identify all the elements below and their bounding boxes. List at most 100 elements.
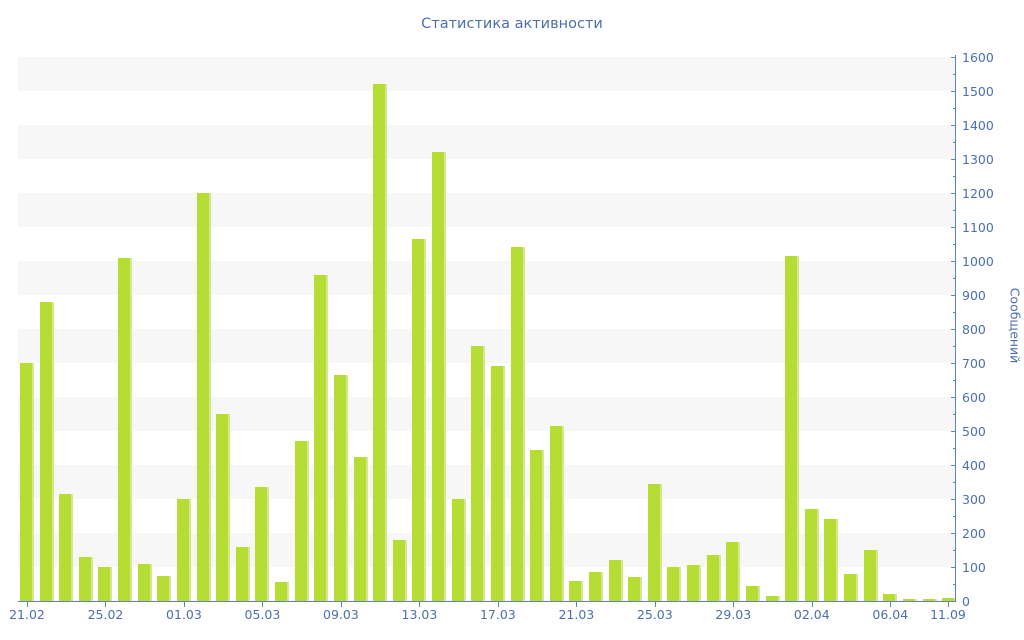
bar	[922, 599, 937, 601]
y-major-tick	[951, 261, 955, 262]
bar	[765, 595, 780, 601]
x-tick-label: 25.03	[636, 607, 673, 622]
bar	[844, 573, 859, 601]
x-tick-label: 06.04	[872, 607, 909, 622]
bar	[412, 238, 427, 601]
y-minor-tick	[953, 482, 955, 483]
bar	[490, 366, 505, 601]
y-major-tick	[951, 567, 955, 568]
bar	[883, 594, 898, 601]
x-tick	[890, 602, 892, 607]
y-minor-tick	[953, 278, 955, 279]
x-tick-label: 21.03	[558, 607, 595, 622]
bar	[530, 449, 545, 601]
bar	[59, 493, 74, 601]
bar	[118, 257, 133, 601]
y-axis-line	[955, 55, 956, 602]
y-major-tick	[951, 193, 955, 194]
y-major-tick	[951, 363, 955, 364]
bar	[176, 499, 191, 601]
y-tick-label: 1400	[962, 117, 994, 133]
y-minor-tick	[953, 142, 955, 143]
y-minor-tick	[953, 380, 955, 381]
bar	[275, 582, 290, 601]
y-tick-label: 1200	[962, 185, 994, 201]
grid-band	[18, 329, 955, 363]
grid-band	[18, 57, 955, 91]
bar	[353, 456, 368, 601]
y-minor-tick	[953, 176, 955, 177]
x-tick	[654, 602, 656, 607]
y-major-tick	[951, 57, 955, 58]
bar	[157, 575, 172, 601]
x-tick-label: 09.03	[323, 607, 359, 622]
y-minor-tick	[953, 584, 955, 585]
bar	[902, 599, 917, 601]
y-minor-tick	[953, 550, 955, 551]
y-minor-tick	[953, 210, 955, 211]
y-minor-tick	[953, 312, 955, 313]
bar	[863, 550, 878, 601]
grid-band	[18, 125, 955, 159]
bar	[39, 301, 54, 601]
x-tick	[183, 602, 185, 607]
bar	[98, 567, 113, 601]
y-major-tick	[951, 601, 955, 602]
bar	[78, 556, 93, 601]
grid-band	[18, 397, 955, 431]
bar	[667, 567, 682, 601]
x-tick	[497, 602, 499, 607]
y-tick-label: 300	[962, 491, 986, 507]
bar	[687, 565, 702, 601]
y-major-tick	[951, 533, 955, 534]
grid-band	[18, 193, 955, 227]
bar	[314, 274, 329, 601]
y-tick-label: 1100	[962, 219, 994, 235]
y-major-tick	[951, 329, 955, 330]
bar	[549, 425, 564, 601]
y-tick-label: 700	[962, 355, 986, 371]
bar	[392, 539, 407, 601]
y-major-tick	[951, 397, 955, 398]
bar	[255, 487, 270, 601]
y-tick-label: 900	[962, 287, 986, 303]
x-tick	[262, 602, 264, 607]
y-tick-label: 0	[962, 593, 970, 609]
bar	[804, 509, 819, 601]
bar	[726, 541, 741, 601]
bar	[196, 193, 211, 601]
y-major-tick	[951, 227, 955, 228]
y-minor-tick	[953, 346, 955, 347]
y-axis-title: Сообщений	[1007, 287, 1023, 364]
x-tick-label: 05.03	[244, 607, 281, 622]
y-major-tick	[951, 125, 955, 126]
x-tick	[811, 602, 813, 607]
bar	[824, 519, 839, 601]
bar	[510, 247, 525, 601]
y-minor-tick	[953, 448, 955, 449]
bar	[373, 84, 388, 601]
bar	[745, 585, 760, 601]
bar	[294, 441, 309, 601]
y-minor-tick	[953, 74, 955, 75]
y-tick-label: 400	[962, 457, 986, 473]
y-tick-label: 1600	[962, 49, 994, 65]
x-tick-label: 02.04	[793, 607, 830, 622]
x-tick	[27, 602, 28, 607]
x-tick-label: 29.03	[715, 607, 752, 622]
bar	[608, 560, 623, 601]
y-minor-tick	[953, 244, 955, 245]
x-tick-label: 11.09	[930, 607, 966, 622]
y-tick-label: 1500	[962, 83, 994, 99]
y-tick-label: 1300	[962, 151, 994, 167]
bar	[137, 563, 152, 601]
y-tick-label: 100	[962, 559, 986, 575]
x-tick	[733, 602, 735, 607]
y-tick-label: 800	[962, 321, 986, 337]
x-tick	[576, 602, 578, 607]
y-major-tick	[951, 295, 955, 296]
grid-band	[18, 261, 955, 295]
y-major-tick	[951, 431, 955, 432]
y-tick-label: 600	[962, 389, 986, 405]
